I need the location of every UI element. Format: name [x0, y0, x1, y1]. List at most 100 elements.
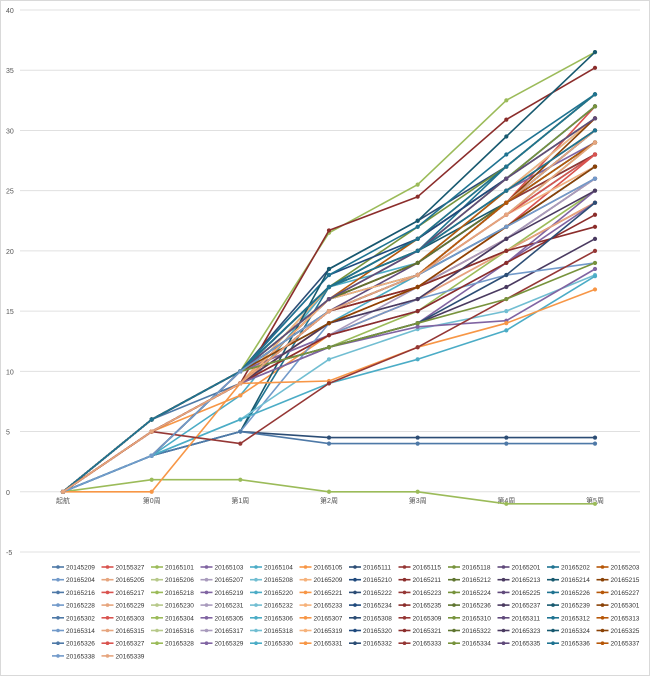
- data-point: [415, 321, 420, 326]
- legend-label: 20165205: [116, 577, 145, 584]
- legend-marker: [105, 628, 110, 633]
- legend-marker: [303, 616, 308, 620]
- legend-label: 20165306: [264, 615, 293, 622]
- legend-item: 20165209: [299, 577, 343, 584]
- y-tick-label: 15: [6, 309, 14, 316]
- legend-label: 20165220: [264, 590, 293, 597]
- legend-marker: [501, 577, 506, 582]
- data-point: [326, 296, 332, 302]
- data-point: [326, 441, 332, 446]
- legend-item: 20165302: [52, 615, 95, 622]
- legend-item: 20165339: [101, 653, 145, 660]
- legend-marker: [501, 616, 506, 620]
- legend-label: 20165331: [314, 641, 343, 648]
- legend-label: 20165211: [413, 577, 442, 584]
- legend-item: 20165211: [398, 577, 442, 584]
- data-point: [504, 321, 509, 326]
- legend-label: 20165327: [116, 641, 145, 648]
- legend-label: 20165323: [512, 628, 541, 635]
- legend-marker: [303, 603, 308, 607]
- legend-label: 20155327: [116, 565, 145, 572]
- data-point: [238, 477, 243, 482]
- data-point: [149, 453, 154, 458]
- legend-label: 20165328: [165, 641, 194, 648]
- legend-marker: [501, 565, 506, 569]
- legend-label: 20165219: [215, 590, 244, 597]
- legend-marker: [105, 577, 110, 582]
- x-tick-label: 起航: [56, 496, 70, 505]
- legend-marker: [551, 641, 555, 645]
- data-point: [326, 284, 332, 290]
- legend-marker: [303, 628, 308, 633]
- data-point: [326, 266, 332, 272]
- data-point: [238, 393, 243, 398]
- legend-marker: [56, 616, 60, 620]
- legend-label: 20165202: [561, 565, 590, 572]
- x-tick-label: 第4周: [497, 496, 515, 505]
- x-tick-label: 第5周: [586, 496, 604, 505]
- legend-marker: [551, 577, 555, 582]
- legend-label: 20165209: [314, 577, 343, 584]
- legend-marker: [353, 565, 357, 569]
- y-tick-label: 40: [6, 8, 14, 15]
- legend-item: 20165231: [200, 603, 244, 610]
- x-tick-label: 第0周: [143, 496, 161, 505]
- data-point: [504, 134, 509, 139]
- data-point: [238, 417, 243, 422]
- legend-item: 20165218: [151, 590, 194, 597]
- data-point: [415, 272, 420, 278]
- legend-marker: [105, 616, 110, 620]
- legend-label: 20165206: [165, 577, 194, 584]
- data-point: [415, 194, 420, 199]
- legend-label: 20165333: [413, 641, 442, 648]
- legend-item: 20165204: [52, 577, 95, 584]
- legend-item: 20165239: [547, 603, 590, 610]
- legend-label: 20165231: [215, 603, 244, 610]
- data-point: [149, 489, 154, 494]
- legend-marker: [551, 590, 555, 595]
- legend-item: 20165118: [448, 565, 491, 572]
- legend-item: 20165335: [497, 641, 541, 648]
- legend-label: 20165303: [116, 615, 145, 622]
- legend-item: 20165212: [448, 577, 491, 584]
- legend-label: 20165317: [215, 628, 244, 635]
- data-point: [592, 501, 598, 506]
- data-point: [415, 435, 420, 440]
- legend-marker: [254, 577, 258, 582]
- data-point: [592, 50, 598, 55]
- y-tick-label: 20: [6, 249, 14, 256]
- legend-marker: [204, 641, 209, 645]
- legend-item: 20165208: [250, 577, 293, 584]
- data-point: [326, 345, 332, 350]
- legend-item: 20165111: [349, 565, 391, 572]
- legend-item: 20165325: [596, 628, 640, 635]
- legend-marker: [56, 628, 60, 633]
- legend-label: 20165321: [413, 628, 442, 635]
- legend-label: 20165330: [264, 641, 293, 648]
- data-point: [504, 435, 509, 440]
- data-point: [504, 200, 509, 205]
- legend-label: 20165311: [512, 615, 541, 622]
- legend-item: 20165320: [349, 628, 392, 635]
- legend-item: 20165213: [497, 577, 541, 584]
- legend-marker: [254, 565, 258, 569]
- data-point: [415, 441, 420, 446]
- y-axis-ticks: -5 0 5 10 15 20 25 30 35 40: [6, 8, 14, 557]
- legend-item: 20165311: [497, 615, 541, 622]
- data-point: [238, 429, 243, 434]
- legend-marker: [155, 590, 159, 595]
- legend-item: 20165304: [151, 615, 194, 622]
- legend-marker: [402, 616, 407, 620]
- data-point: [504, 176, 509, 181]
- legend-label: 20165226: [561, 590, 590, 597]
- legend-item: 20165306: [250, 615, 293, 622]
- y-tick-label: 35: [6, 68, 14, 75]
- legend-item: 20165308: [349, 615, 392, 622]
- legend-item: 20165215: [596, 577, 640, 584]
- legend-marker: [551, 565, 555, 569]
- data-point: [326, 357, 332, 362]
- legend-item: 20165207: [200, 577, 244, 584]
- legend-marker: [402, 603, 407, 607]
- legend-label: 20165105: [314, 565, 343, 572]
